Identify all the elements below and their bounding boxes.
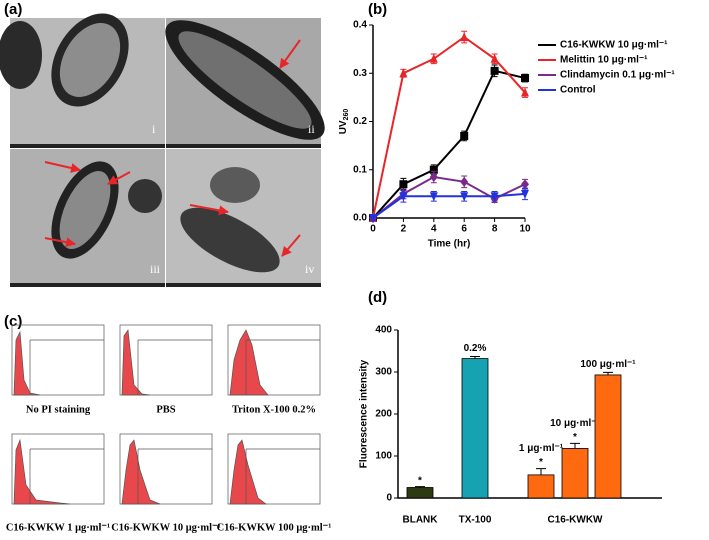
point — [521, 189, 529, 199]
axis — [372, 25, 525, 219]
histogram-caption: Triton X-100 0.2% — [232, 404, 316, 415]
tem-images — [0, 13, 325, 287]
bar-label: 0.2% — [464, 343, 487, 354]
bar — [461, 358, 489, 499]
bar — [527, 474, 555, 499]
y-tick-label: 300 — [375, 367, 392, 378]
point — [399, 192, 408, 202]
y-tick-label: 100 — [375, 451, 392, 462]
point — [429, 53, 438, 63]
legend-label: Control — [560, 85, 596, 96]
x-axis-label: Time (hr) — [428, 239, 471, 250]
y-tick-label: 0.2 — [353, 116, 367, 127]
histogram-caption: PBS — [156, 404, 175, 415]
axis — [397, 330, 662, 499]
y-tick-label: 0.4 — [353, 20, 367, 31]
bar-label: 100 μg·ml⁻¹ — [580, 359, 636, 370]
point — [369, 214, 377, 223]
y-axis-label-sub: 260 — [343, 109, 350, 121]
x-tick-label: 0 — [370, 224, 376, 235]
point — [521, 87, 529, 97]
bar — [561, 448, 589, 499]
point — [460, 192, 469, 202]
legend-label: Melittin 10 μg·ml⁻¹ — [560, 55, 648, 66]
x-tick-label: 8 — [492, 224, 498, 235]
histogram-caption: C16-KWKW 100 μg·ml⁻¹ — [217, 522, 332, 533]
x-tick-label: 6 — [461, 224, 467, 235]
bar-label: 10 μg·ml⁻¹ — [550, 418, 600, 429]
point — [490, 53, 499, 63]
point — [429, 165, 438, 174]
y-tick-label: 0.3 — [353, 68, 367, 79]
legend-label: C16-KWKW 10 μg·ml⁻¹ — [560, 40, 668, 51]
error-bar — [415, 486, 425, 488]
y-tick-label: 0.0 — [353, 213, 367, 224]
x-tick-label: 4 — [431, 224, 437, 235]
point — [399, 180, 408, 189]
point — [521, 179, 529, 190]
point — [460, 131, 469, 140]
y-axis-label-main: UV — [338, 120, 349, 134]
error-bar — [470, 355, 480, 359]
flow-histograms — [11, 324, 321, 505]
error-bar — [570, 442, 580, 449]
error-bar — [603, 371, 613, 375]
histogram-caption: No PI staining — [26, 404, 91, 415]
y-axis-label: Fluorescence intensity — [359, 359, 370, 468]
bar — [594, 374, 622, 499]
x-tick-label: BLANK — [403, 515, 439, 526]
point — [490, 66, 499, 75]
group-label: C16-KWKW — [548, 515, 604, 526]
error-bar — [536, 468, 546, 475]
image-label: ii — [308, 122, 315, 136]
point — [429, 192, 438, 202]
point — [460, 176, 469, 187]
line — [372, 175, 526, 219]
point — [490, 192, 499, 202]
point — [460, 32, 469, 42]
y-tick-label: 200 — [375, 409, 392, 420]
image-label: i — [152, 122, 156, 136]
histogram-caption: C16-KWKW 1 μg·ml⁻¹ — [6, 522, 110, 533]
point — [429, 171, 438, 182]
y-axis-label: UV260 — [338, 109, 350, 135]
point — [521, 74, 529, 83]
x-tick-label: TX-100 — [459, 515, 492, 526]
bar — [406, 487, 434, 499]
x-tick-label: 2 — [401, 224, 407, 235]
line — [372, 192, 526, 219]
bar-label: 1 μg·ml⁻¹ — [519, 443, 564, 454]
image-label: iv — [305, 262, 314, 276]
panel-label: (b) — [368, 1, 387, 18]
y-tick-label: 0 — [386, 493, 392, 504]
significance: * — [573, 432, 577, 443]
point — [399, 68, 408, 78]
significance: * — [418, 475, 422, 486]
histogram-caption: C16-KWKW 10 μg·ml⁻¹ — [111, 522, 221, 533]
legend-label: Clindamycin 0.1 μg·ml⁻¹ — [560, 70, 675, 81]
x-tick-label: 10 — [519, 224, 531, 235]
image-label: iii — [150, 262, 161, 276]
panel-label: (c) — [4, 313, 22, 330]
line — [372, 35, 526, 219]
y-tick-label: 400 — [375, 325, 392, 336]
significance: * — [539, 457, 543, 468]
panel-label: (a) — [4, 1, 22, 18]
line — [372, 69, 526, 219]
panel-label: (d) — [368, 289, 387, 306]
y-tick-label: 0.1 — [353, 164, 367, 175]
